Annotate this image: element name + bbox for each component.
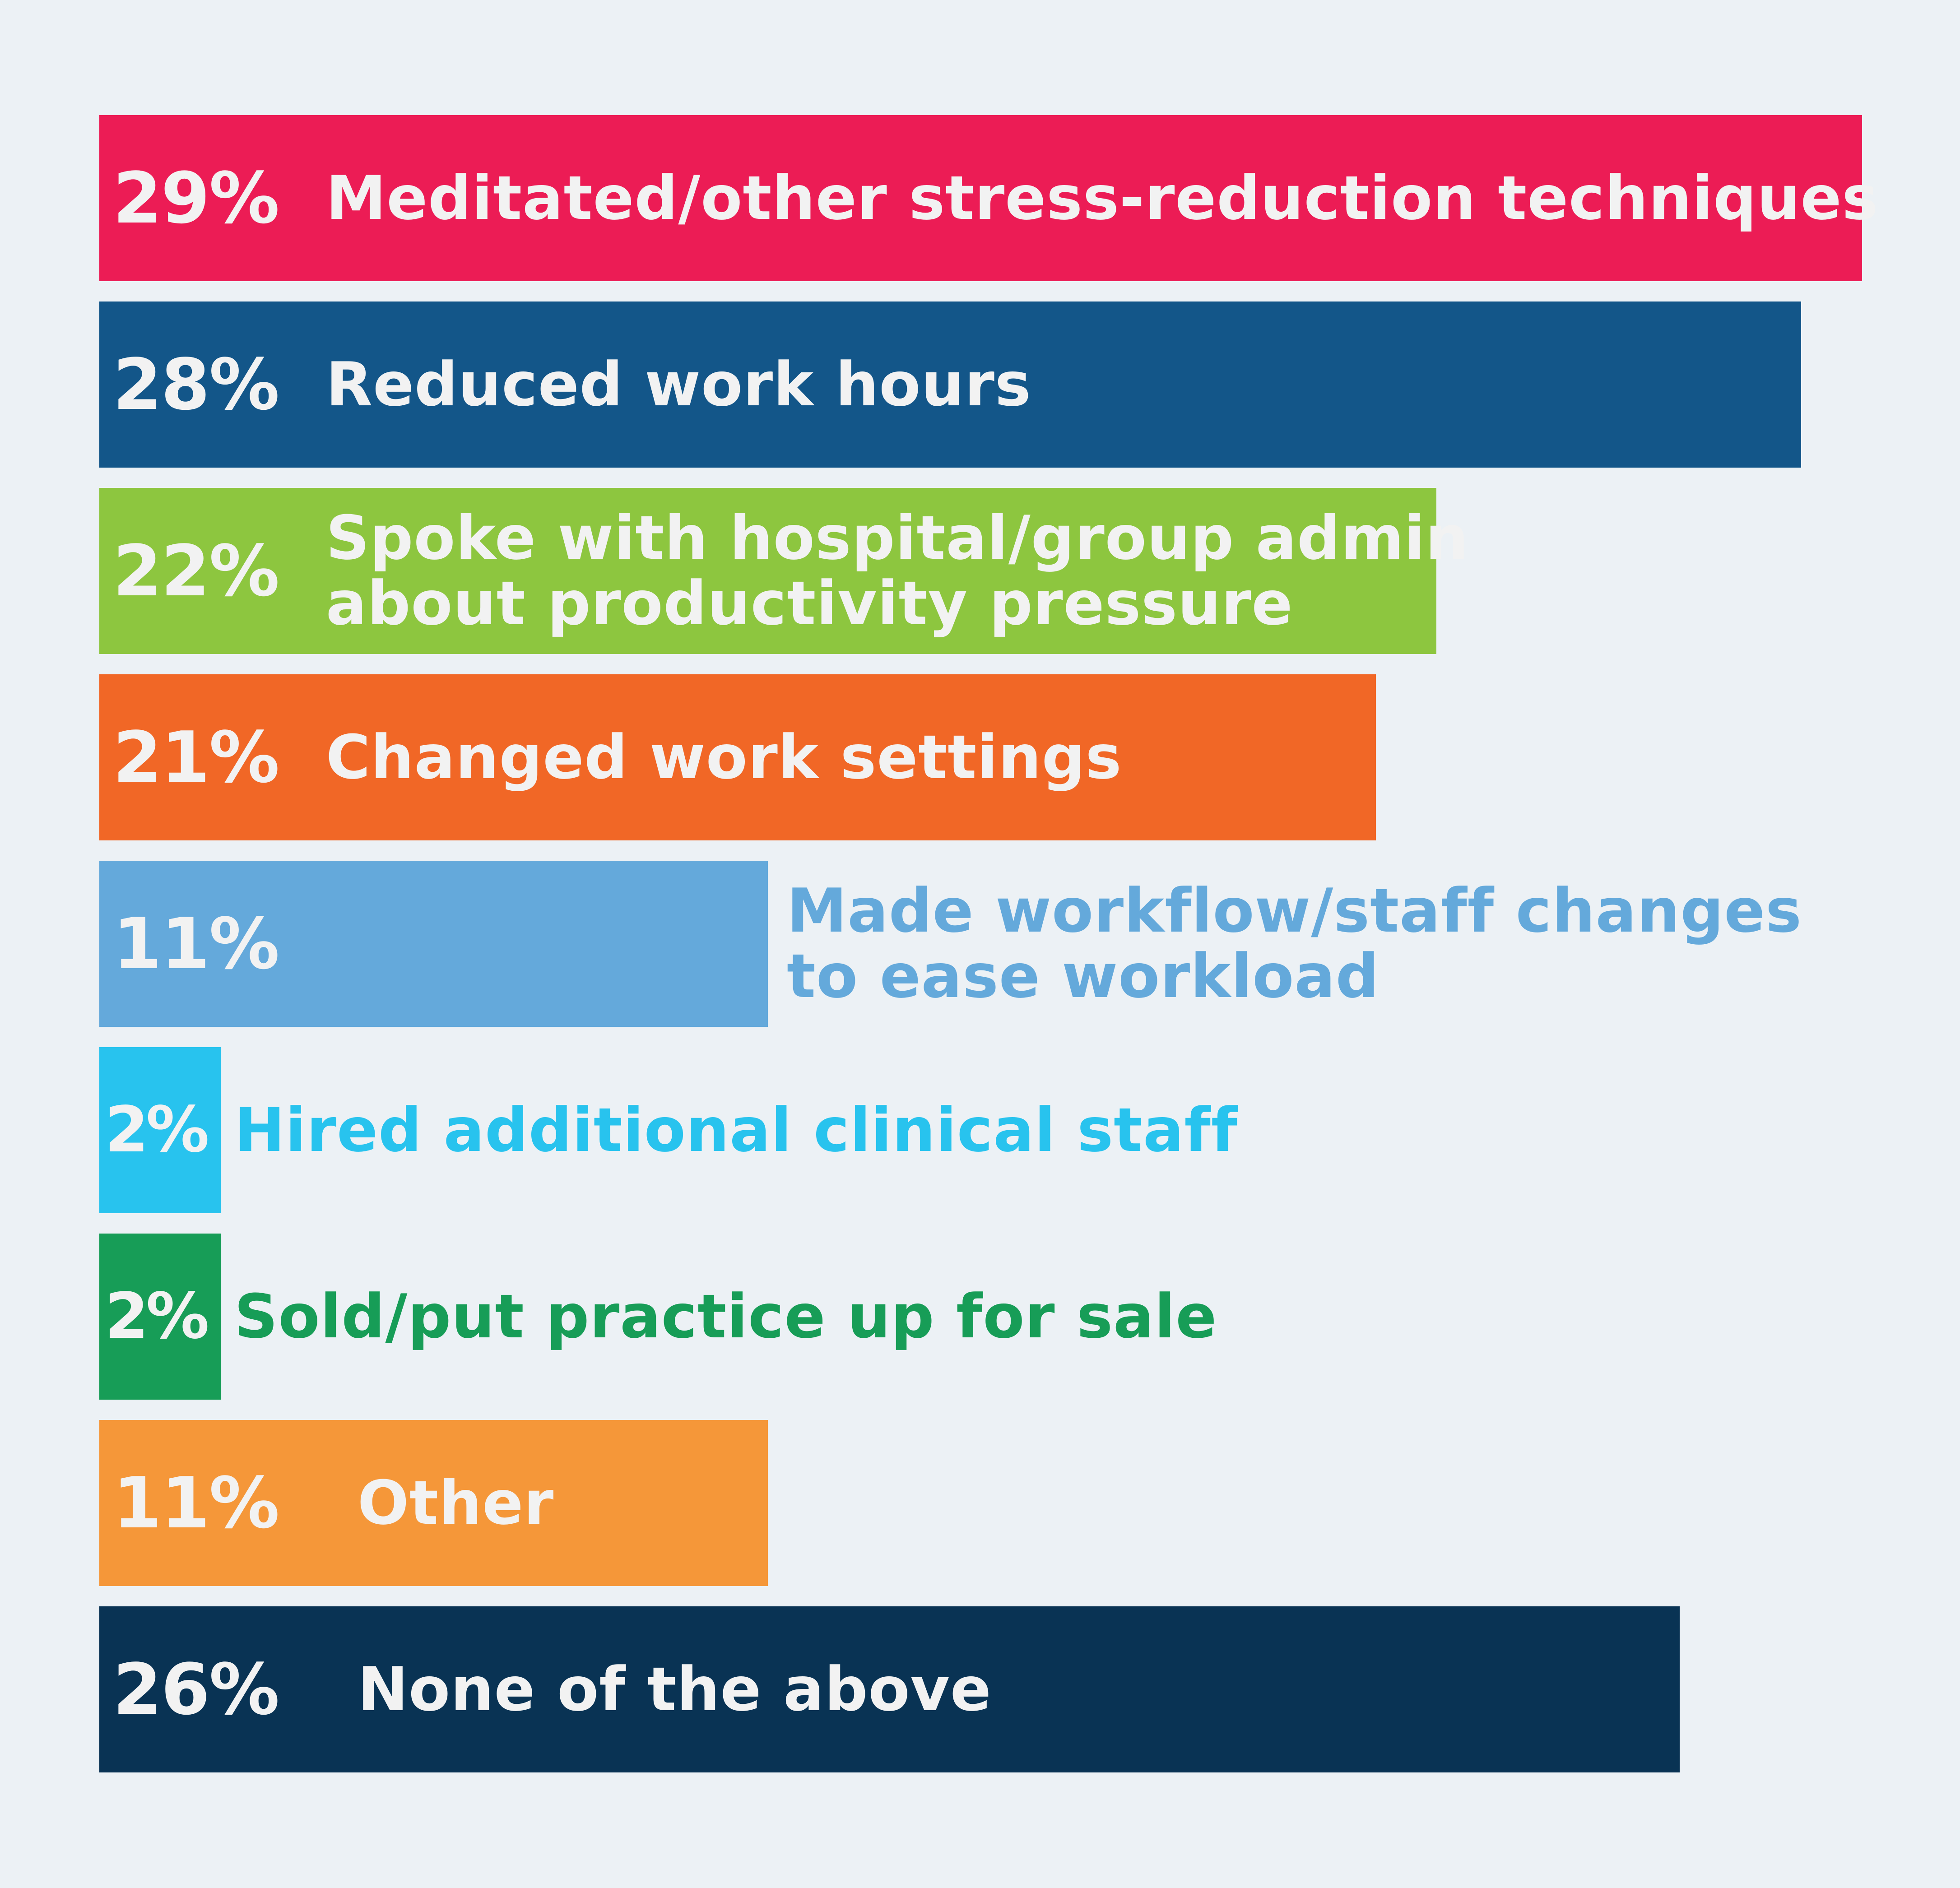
bar-row: 11% Other	[0, 1420, 1960, 1586]
bar-row: 2% Sold/put practice up for sale	[0, 1234, 1960, 1400]
bar-value-label: 26%	[113, 1648, 279, 1730]
bar-category-label-line: to ease workload	[787, 941, 1379, 1011]
bar-category-label: Sold/put practice up for sale	[234, 1234, 1217, 1400]
bar-category-label: Reduced work hours	[326, 302, 1031, 468]
bar-category-label-lines: Spoke with hospital/group admin about pro…	[326, 506, 1469, 636]
bar-row: 28% Reduced work hours	[0, 302, 1960, 468]
bar-value-label: 11%	[113, 903, 279, 985]
bar-category-label-line: Reduced work hours	[326, 349, 1031, 420]
bar-row: 11% Made workflow/staff changes to ease wo…	[0, 861, 1960, 1027]
bar-category-label-line: None of the above	[358, 1654, 992, 1725]
bar-category-label-line: about productivity pressure	[326, 568, 1293, 639]
bar-category-label-line: Sold/put practice up for sale	[234, 1281, 1217, 1352]
bar-value-label: 21%	[113, 716, 279, 798]
bar-category-label-lines: Other	[358, 1467, 554, 1538]
bar-category-label-line: Changed work settings	[326, 722, 1122, 793]
bar-category-label: Spoke with hospital/group admin about pro…	[326, 488, 1469, 654]
bar-category-label: None of the above	[358, 1606, 992, 1772]
bar-category-label: Meditated/other stress-reduction techniq…	[326, 115, 1878, 281]
bar-value-label: 28%	[113, 343, 279, 426]
bar	[99, 674, 1376, 840]
bar-category-label-lines: Made workflow/staff changes to ease workl…	[787, 878, 1802, 1009]
bar-category-label-lines: None of the above	[358, 1654, 992, 1725]
bar	[99, 861, 768, 1027]
bar-value-label: 11%	[113, 1462, 279, 1544]
bar	[99, 1234, 221, 1400]
bar-row: 21% Changed work settings	[0, 674, 1960, 840]
bar-category-label-lines: Changed work settings	[326, 722, 1122, 793]
bar-row: 2% Hired additional clinical staff	[0, 1047, 1960, 1213]
bar-category-label: Changed work settings	[326, 674, 1122, 840]
bar-category-label-line: Meditated/other stress-reduction techniq…	[326, 162, 1879, 233]
bar	[99, 1047, 221, 1213]
bar-value-label: 2%	[105, 1280, 209, 1353]
bar-category-label: Hired additional clinical staff	[234, 1047, 1238, 1213]
bar	[99, 302, 1801, 468]
bar-category-label: Made workflow/staff changes to ease workl…	[787, 861, 1802, 1027]
bar-category-label-line: Spoke with hospital/group admin	[326, 503, 1469, 574]
bar-category-label-lines: Meditated/other stress-reduction techniq…	[326, 162, 1879, 233]
bar-category-label-line: Other	[358, 1467, 554, 1538]
bar-row: 26% None of the above	[0, 1606, 1960, 1772]
bar-category-label-lines: Sold/put practice up for sale	[234, 1284, 1217, 1350]
bar-category-label-lines: Hired additional clinical staff	[234, 1095, 1238, 1165]
bar-category-label-line: Made workflow/staff changes	[787, 876, 1802, 946]
bar	[99, 488, 1436, 654]
bar	[99, 115, 1862, 281]
bar	[99, 1420, 768, 1586]
bar-row: 22% Spoke with hospital/group admin about …	[0, 488, 1960, 654]
bar	[99, 1606, 1680, 1772]
bar-value-label: 22%	[113, 530, 279, 612]
bar-value-label: 2%	[105, 1093, 209, 1167]
bar-value-label: 29%	[113, 157, 279, 239]
bar-category-label-lines: Reduced work hours	[326, 352, 1031, 417]
bar-category-label-line: Hired additional clinical staff	[234, 1095, 1238, 1165]
bar-row: 29% Meditated/other stress-reduction tech…	[0, 115, 1960, 281]
bar-category-label: Other	[358, 1420, 554, 1586]
